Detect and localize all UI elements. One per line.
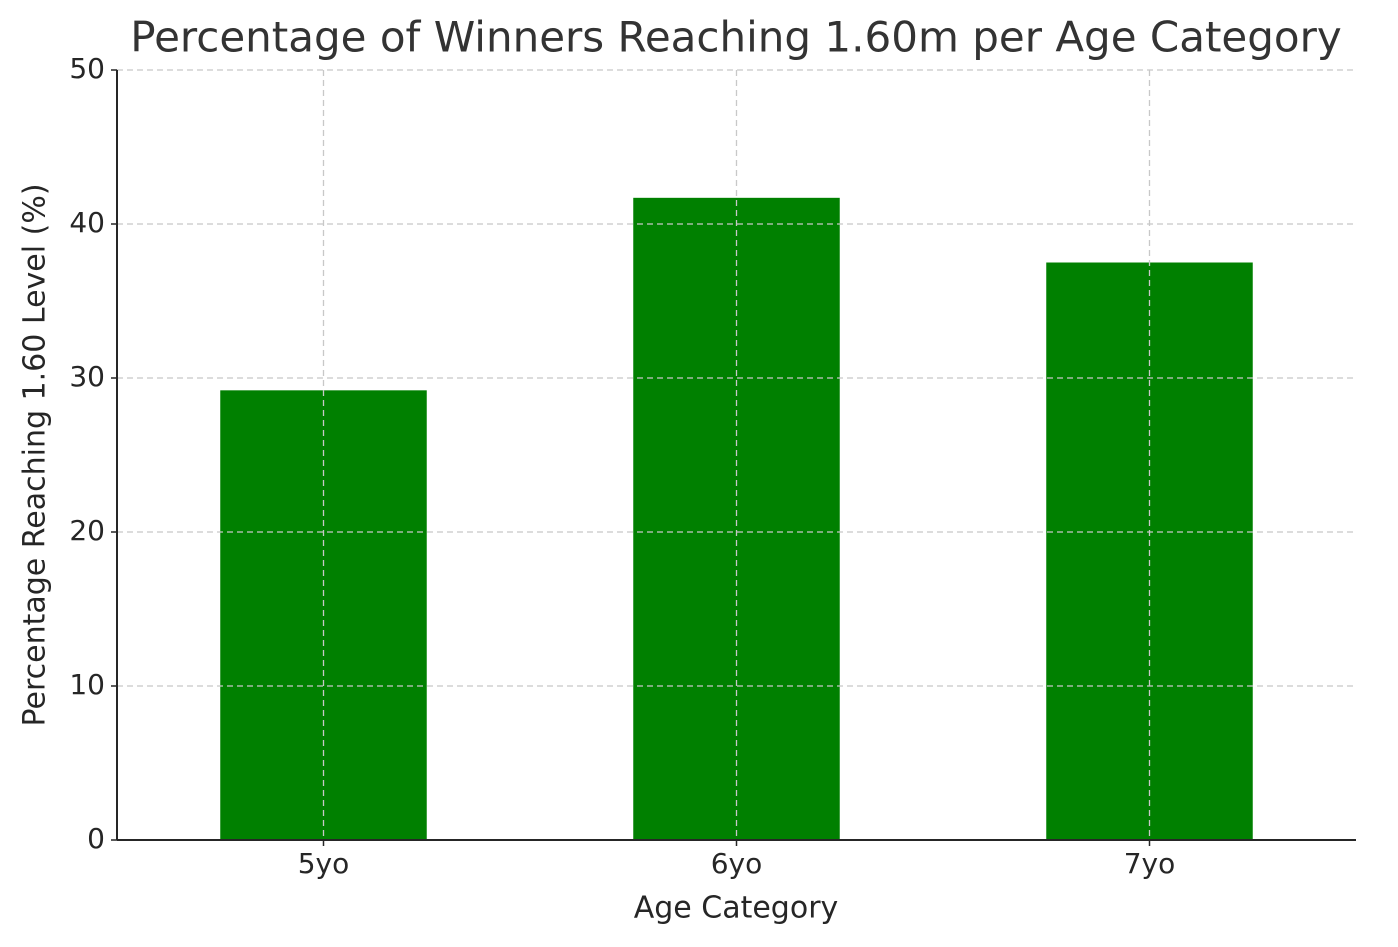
x-axis-label: Age Category <box>634 891 839 926</box>
chart-title: Percentage of Winners Reaching 1.60m per… <box>130 13 1342 62</box>
y-tick-label: 50 <box>69 52 105 85</box>
y-tick-label: 40 <box>69 206 105 239</box>
y-tick-label: 10 <box>69 668 105 701</box>
y-tick-label: 30 <box>69 360 105 393</box>
x-tick-label: 7yo <box>1124 847 1176 880</box>
y-axis-label: Percentage Reaching 1.60 Level (%) <box>18 183 53 726</box>
y-tick-label: 20 <box>69 514 105 547</box>
x-tick-label: 5yo <box>298 847 350 880</box>
y-tick-label: 0 <box>87 822 105 855</box>
x-tick-label: 6yo <box>711 847 763 880</box>
